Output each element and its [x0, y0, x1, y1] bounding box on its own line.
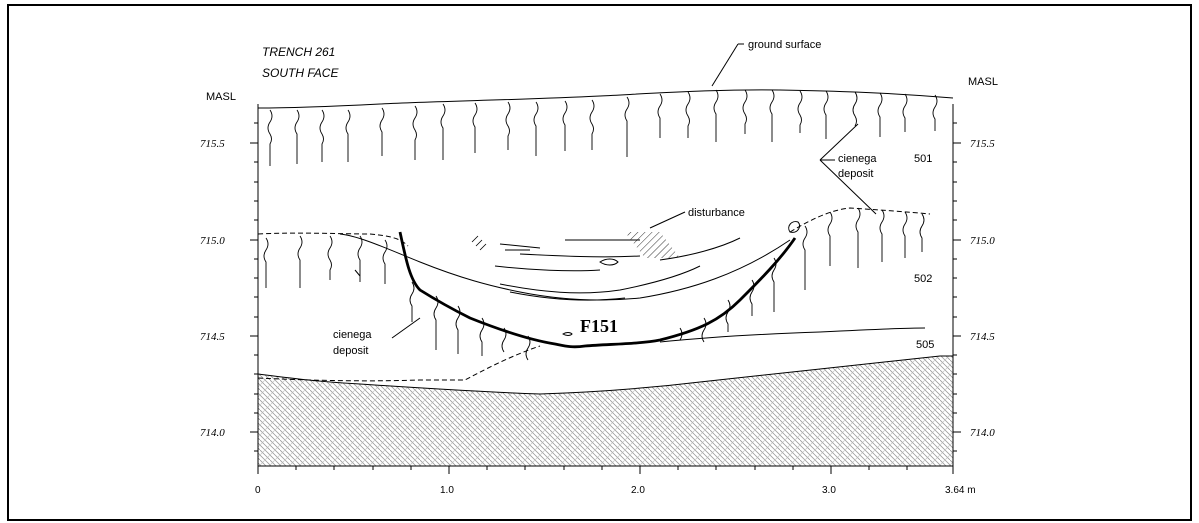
- small-nodule: [788, 221, 801, 233]
- fill-lenses: [494, 237, 741, 301]
- ground-surface-line: [257, 89, 954, 109]
- x-tick-label: 0: [255, 485, 261, 496]
- y-axis-unit-left: MASL: [206, 91, 236, 103]
- y-tick-label-left: 715.0: [200, 235, 225, 247]
- ground-surface-label: ground surface: [748, 39, 821, 51]
- unit-501-label: 501: [914, 153, 932, 165]
- cienega-deposit-label-right-line2: deposit: [838, 168, 873, 180]
- root-marks-upper: [267, 89, 938, 166]
- cienega-deposit-label-left-line2: deposit: [333, 345, 368, 357]
- y-tick-label-left: 715.5: [200, 138, 225, 150]
- unit-505-upper-boundary: [659, 327, 926, 343]
- unit-502-upper-boundary: [257, 207, 931, 247]
- y-tick-label-left: 714.5: [200, 331, 225, 343]
- figure-border: [7, 4, 1192, 521]
- bedrock-layer: [257, 355, 954, 467]
- y-axis-unit-right: MASL: [968, 76, 998, 88]
- feature-f151-label: F151: [580, 316, 618, 336]
- x-tick-label: 3.0: [822, 485, 836, 496]
- small-inclusion-left: [354, 269, 361, 277]
- leader-lines: [391, 43, 877, 339]
- y-tick-label-right: 715.5: [970, 138, 995, 150]
- x-tick-label: 2.0: [631, 485, 645, 496]
- x-tick-label: 3.64 m: [945, 485, 976, 496]
- y-tick-label-left: 714.0: [200, 427, 225, 439]
- y-tick-marks: [250, 122, 961, 452]
- unit-lower-dashed-boundary: [257, 345, 541, 382]
- feature-f151-outline: [398, 231, 797, 349]
- disturbance-hatch-small: [471, 235, 487, 251]
- y-tick-label-right: 714.0: [970, 427, 995, 439]
- pit-upper-fill-line: [339, 233, 791, 301]
- y-tick-label-right: 714.5: [970, 331, 995, 343]
- x-tick-label: 1.0: [440, 485, 454, 496]
- unit-505-label: 505: [916, 339, 934, 351]
- y-tick-label-right: 715.0: [970, 235, 995, 247]
- x-tick-marks: [257, 466, 954, 474]
- figure-title-line2: SOUTH FACE: [262, 66, 339, 80]
- figure-title-line1: TRENCH 261: [262, 45, 335, 59]
- unit-502-label: 502: [914, 273, 932, 285]
- small-inclusion: [562, 332, 573, 336]
- disturbance-label: disturbance: [688, 207, 745, 219]
- cienega-deposit-label-right-line1: cienega: [838, 153, 877, 165]
- root-marks-lower: [263, 207, 925, 361]
- disturbance-hatch: [625, 232, 680, 258]
- cienega-deposit-label-left-line1: cienega: [333, 329, 372, 341]
